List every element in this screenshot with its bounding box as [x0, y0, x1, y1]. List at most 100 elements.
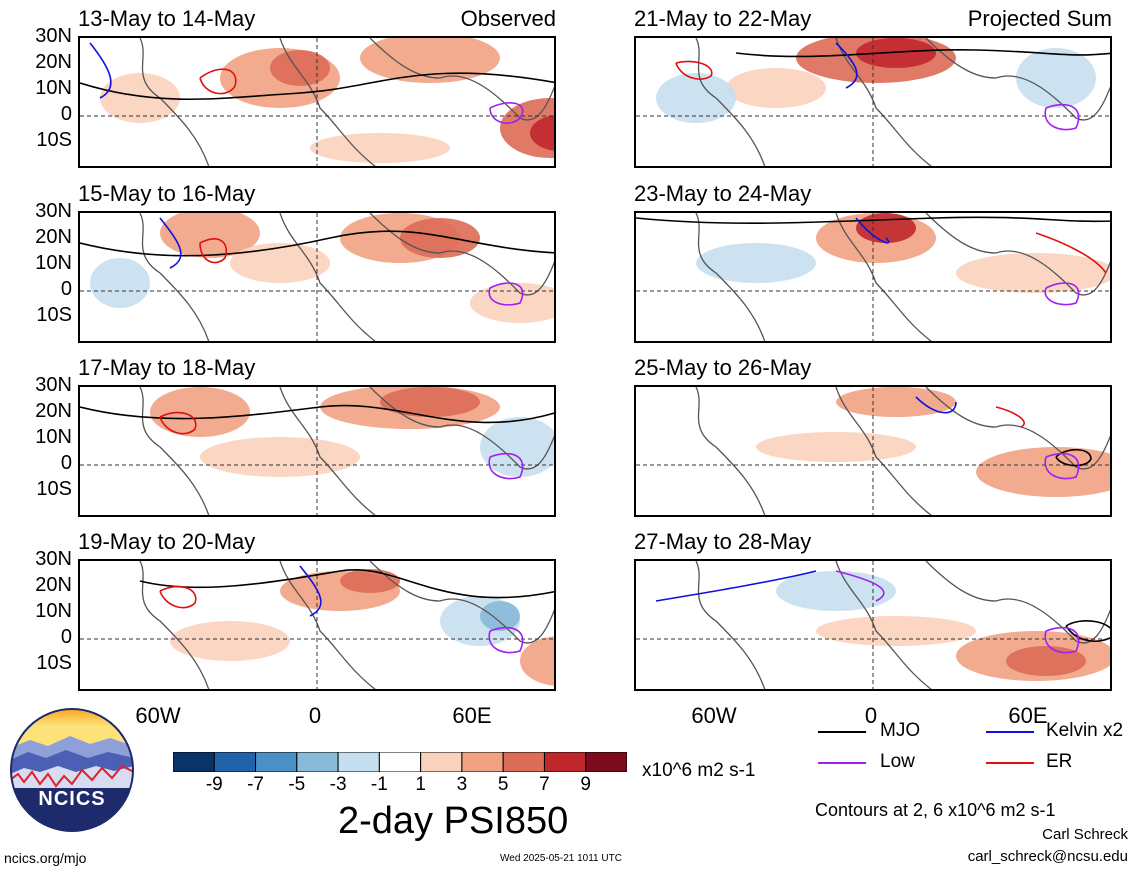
- legend-line-kelvin: [986, 731, 1034, 733]
- wave-contour: [488, 282, 524, 306]
- anomaly-shading: [656, 73, 736, 123]
- wave-contour: [1055, 448, 1092, 467]
- lat-tick-label: 30N: [35, 374, 72, 396]
- wave-contour: [1044, 103, 1080, 131]
- anomaly-shading: [696, 243, 816, 283]
- coastline: [139, 213, 554, 341]
- wave-contour: [139, 569, 554, 599]
- anomaly-shading: [230, 243, 330, 283]
- panel-title: 17-May to 18-May: [78, 355, 256, 380]
- wave-contour: [159, 585, 197, 609]
- author-email: carl_schreck@ncsu.edu: [967, 848, 1128, 865]
- anomaly-shading: [270, 50, 330, 86]
- wave-contour: [80, 230, 554, 257]
- colorbar-segment: [378, 752, 422, 772]
- wave-contour: [488, 626, 524, 654]
- colorbar-tick-label: 1: [415, 774, 426, 795]
- coastline: [695, 387, 1110, 515]
- lon-tick-label: 60W: [691, 703, 737, 728]
- lat-tick-label: 20N: [35, 50, 72, 73]
- legend-line-mjo: [818, 731, 866, 733]
- panel-title: 21-May to 22-May: [634, 6, 812, 31]
- anomaly-shading: [310, 133, 450, 163]
- legend-label-low: Low: [880, 751, 915, 772]
- panel-title: 23-May to 24-May: [634, 181, 812, 206]
- lat-tick-label: 10S: [36, 303, 72, 326]
- anomaly-shading: [1006, 646, 1086, 676]
- panel-title: 13-May to 14-May: [78, 6, 256, 31]
- lat-tick-label: 20N: [35, 573, 72, 596]
- anomaly-shading: [1016, 48, 1096, 108]
- anomaly-shading: [100, 73, 180, 123]
- lat-tick-label: 0: [60, 625, 72, 648]
- map-panel: [78, 36, 556, 168]
- lon-tick-label: 60E: [1008, 703, 1048, 728]
- anomaly-shading: [480, 601, 520, 631]
- colorbar-tick-label: 5: [497, 774, 509, 795]
- colorbar-segment: [461, 752, 504, 772]
- anomaly-shading: [520, 636, 554, 686]
- wave-contour: [299, 565, 322, 617]
- wave-contour: [1035, 232, 1107, 274]
- map-panel: [78, 211, 556, 343]
- anomaly-shading: [776, 571, 896, 611]
- anomaly-shading: [170, 621, 290, 661]
- colorbar: [173, 752, 627, 772]
- panel-title: 15-May to 16-May: [78, 181, 256, 206]
- wave-contour: [675, 60, 713, 80]
- map-panel: [78, 559, 556, 691]
- wave-contour: [488, 452, 524, 480]
- map-panel: [78, 385, 556, 517]
- lon-tick-label: 60E: [452, 703, 492, 728]
- map-panel: [634, 385, 1112, 517]
- psi-anomaly-field: [80, 213, 554, 341]
- legend-line-low: [818, 762, 866, 764]
- colorbar-tick-label: 7: [539, 774, 550, 795]
- colorbar-segment: [543, 752, 587, 772]
- figure-title: 2-day PSI850: [338, 800, 569, 842]
- anomaly-shading: [400, 218, 480, 258]
- legend-label-er: ER: [1046, 751, 1073, 772]
- author: Carl Schreck: [1042, 826, 1128, 843]
- wave-contour: [1044, 626, 1080, 654]
- wave-contour: [835, 570, 885, 602]
- map-panel: [634, 211, 1112, 343]
- anomaly-shading: [200, 437, 360, 477]
- anomaly-shading: [756, 432, 916, 462]
- colorbar-segment: [502, 752, 545, 772]
- coastline: [139, 561, 554, 689]
- colorbar-tick-label: 3: [456, 774, 468, 795]
- anomaly-shading: [956, 253, 1110, 293]
- lon-tick-label: 0: [308, 703, 322, 728]
- psi-anomaly-field: [80, 561, 554, 689]
- wave-contour: [199, 68, 237, 95]
- wave-contour: [995, 406, 1025, 428]
- anomaly-shading: [90, 258, 150, 308]
- coastline: [695, 561, 1110, 689]
- lat-tick-label: 10S: [36, 477, 72, 500]
- lat-tick-label: 0: [60, 451, 72, 474]
- map-panel: [634, 559, 1112, 691]
- site-url: ncics.org/mjo: [4, 850, 87, 866]
- colorbar-segment: [213, 752, 257, 772]
- anomaly-shading: [530, 115, 554, 151]
- lat-tick-label: 30N: [35, 200, 72, 222]
- anomaly-shading: [160, 213, 260, 258]
- wave-contour: [1044, 452, 1080, 480]
- psi-anomaly-field: [636, 38, 1110, 166]
- anomaly-shading: [976, 447, 1110, 497]
- legend-label-kelvin: Kelvin x2: [1046, 720, 1124, 741]
- panel-title: 27-May to 28-May: [634, 529, 812, 554]
- panel-title: 25-May to 26-May: [634, 355, 812, 380]
- panel-title: 19-May to 20-May: [78, 529, 256, 554]
- anomaly-shading: [150, 387, 250, 437]
- anomaly-shading: [340, 569, 400, 593]
- coastline: [695, 38, 1110, 166]
- observed-label: Observed: [460, 6, 556, 31]
- colorbar-tick-label: -3: [329, 774, 347, 795]
- wave-contour: [915, 396, 957, 414]
- colorbar-segment: [296, 752, 339, 772]
- legend-label-mjo: MJO: [880, 720, 921, 741]
- colorbar-tick-label: -1: [370, 774, 388, 795]
- colorbar-segment: [173, 752, 215, 772]
